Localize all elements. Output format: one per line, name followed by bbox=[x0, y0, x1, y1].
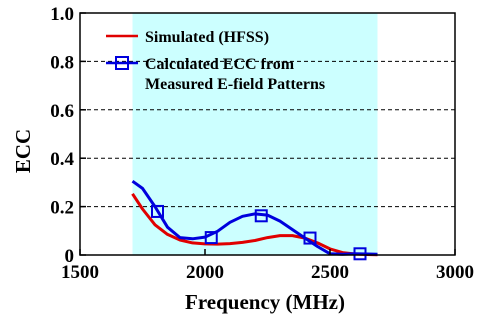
y-tick-label-4: 0.8 bbox=[50, 52, 74, 73]
y-tick-label-2: 0.4 bbox=[50, 149, 74, 170]
x-tick-label-3: 3000 bbox=[436, 262, 474, 283]
series-layer bbox=[131, 179, 378, 261]
legend-label-measured-line2: Measured E-field Patterns bbox=[145, 76, 325, 93]
y-tick-label-5: 1.0 bbox=[50, 4, 74, 25]
x-tick-label-2: 2500 bbox=[311, 262, 349, 283]
y-tick-label-3: 0.6 bbox=[50, 101, 74, 122]
y-tick-label-1: 0.2 bbox=[50, 198, 74, 219]
x-axis-label: Frequency (MHz) bbox=[185, 290, 345, 314]
series-1-marker-4 bbox=[353, 247, 367, 261]
legend-marker-measured bbox=[115, 56, 129, 70]
legend-label-simulated: Simulated (HFSS) bbox=[145, 29, 269, 46]
series-1-marker-3 bbox=[303, 231, 317, 245]
plot-frame bbox=[79, 12, 456, 256]
series-1-marker-0 bbox=[151, 204, 164, 218]
legend-label-measured-line1: Calculated ECC from bbox=[145, 56, 295, 73]
tick-label-layer: 1500 2000 2500 3000 0 0.2 0.4 0.6 0.8 1.0 bbox=[50, 4, 474, 283]
y-axis-label: ECC bbox=[11, 129, 35, 173]
plot-frame-layer bbox=[79, 12, 456, 256]
x-tick-label-0: 1500 bbox=[61, 262, 99, 283]
series-line-0 bbox=[131, 192, 378, 257]
legend: Simulated (HFSS) Calculated ECC from Mea… bbox=[106, 29, 325, 93]
series-1-marker-1 bbox=[204, 231, 218, 245]
y-tick-label-0: 0 bbox=[65, 246, 75, 267]
x-tick-label-1: 2000 bbox=[186, 262, 224, 283]
series-1-marker-2 bbox=[254, 209, 268, 223]
